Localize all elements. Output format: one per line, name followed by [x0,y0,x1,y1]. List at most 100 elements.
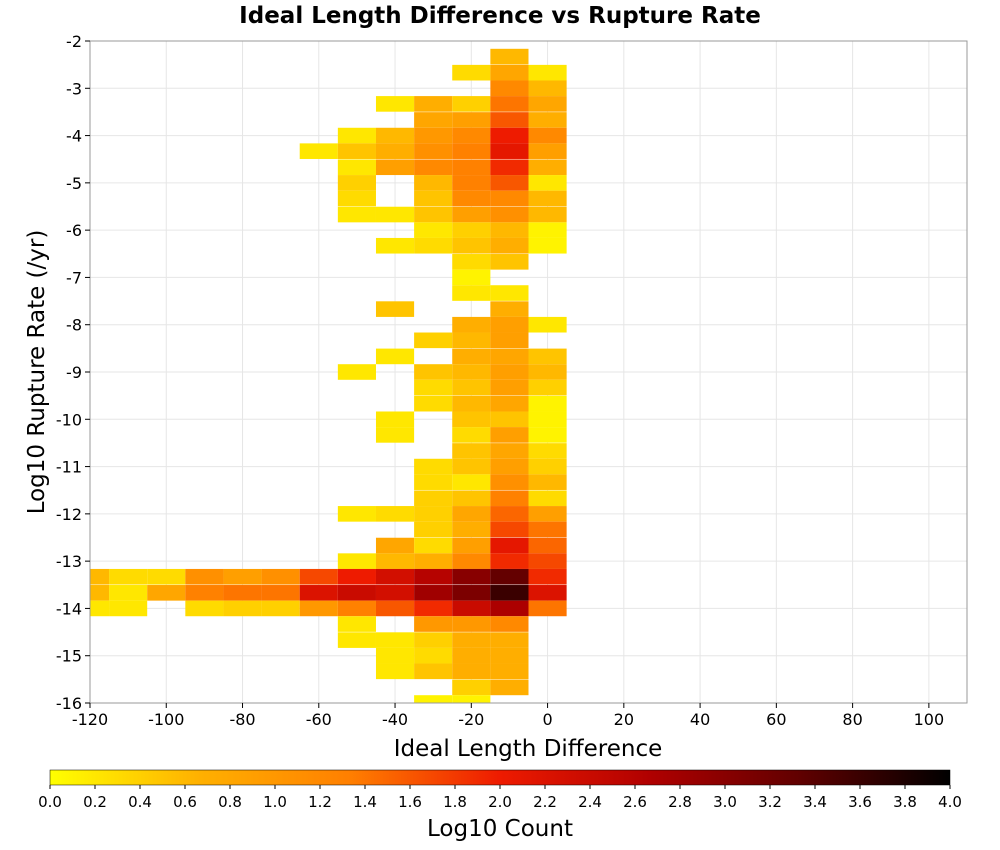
heatmap-cell [375,237,415,254]
heatmap-cell [90,568,110,585]
x-tick-label: 80 [842,710,862,729]
x-tick-label: 20 [614,710,634,729]
heatmap-cell [414,222,453,238]
heatmap-cell [452,364,491,380]
heatmap-cell [528,506,567,522]
heatmap-cell [299,143,338,159]
heatmap-cell [528,127,567,144]
x-tick-label: -120 [72,710,108,729]
colorbar-tick-label: 3.4 [803,793,827,811]
heatmap-cell [375,632,415,648]
heatmap-cell [375,506,415,522]
heatmap-cell [375,600,415,617]
heatmap-cell [490,48,529,65]
colorbar-tick-label: 2.0 [488,793,512,811]
heatmap-cell [452,411,491,428]
heatmap-cell [528,143,567,159]
heatmap-cell [490,127,529,144]
colorbar-tick-label: 1.8 [443,793,467,811]
colorbar-ticks: 0.0 0.2 0.4 0.6 0.8 1.0 1.2 1.4 1.6 1.8 2.0 2.2 2.4 2… [38,785,962,811]
heatmap-cell [490,679,529,696]
heatmap-cell [528,537,567,554]
y-tick-label: -15 [56,647,82,666]
colorbar-label: Log10 Count [427,816,573,842]
x-tick-label: -100 [148,710,184,729]
heatmap-cell [528,96,567,112]
heatmap-cell [528,427,567,443]
heatmap-cell [452,679,491,696]
heatmap-cell [375,206,415,223]
heatmap-cell [375,96,415,112]
colorbar-tick-label: 3.0 [713,793,737,811]
heatmap-cell [414,632,453,648]
heatmap-cell [528,474,567,490]
heatmap-cell [452,585,491,601]
heatmap-cell [375,411,415,428]
heatmap-cell [452,254,491,270]
heatmap-cell [528,348,567,365]
heatmap-cell [528,175,567,191]
heatmap-cell [452,222,491,238]
heatmap-cell [490,237,529,254]
heatmap-cell [490,568,529,585]
heatmap-cell [414,474,453,490]
y-tick-label: -14 [56,599,82,618]
heatmap-cells [90,48,567,703]
colorbar-tick-label: 1.2 [308,793,332,811]
colorbar-tick-label: 2.8 [668,793,692,811]
heatmap-cell [490,632,529,648]
heatmap-cell [452,695,491,703]
heatmap-cell [414,112,453,128]
heatmap-cell [490,64,529,81]
heatmap-cell [490,585,529,601]
heatmap-cell [490,616,529,632]
colorbar-tick-label: 0.6 [173,793,197,811]
heatmap-cell [490,159,529,176]
heatmap-cell [490,96,529,112]
heatmap-cell [490,285,529,301]
heatmap-cell [490,190,529,207]
colorbar-tick-label: 0.2 [83,793,107,811]
heatmap-cell [337,632,376,648]
heatmap-cell [414,506,453,522]
heatmap-cell [490,395,529,412]
heatmap-cell [528,80,567,97]
heatmap-cell [490,254,529,270]
heatmap-cell [414,521,453,538]
heatmap-cell [414,458,453,475]
y-tick-label: -7 [66,268,82,287]
colorbar-tick-label: 0.8 [218,793,242,811]
heatmap-cell [452,332,491,349]
heatmap-cell [414,568,453,585]
heatmap-cell [490,521,529,538]
colorbar-tick-label: 4.0 [938,793,962,811]
heatmap-cell [452,127,491,144]
heatmap-cell [528,112,567,128]
heatmap-cell [528,490,567,507]
y-tick-label: -9 [66,363,82,382]
heatmap-cell [528,64,567,81]
heatmap-cell [490,222,529,238]
heatmap-cell [414,663,453,680]
heatmap-cell [528,553,567,569]
colorbar-tick-label: 0.4 [128,793,152,811]
heatmap-cell [337,159,376,176]
heatmap-cell [490,175,529,191]
heatmap-cell [375,663,415,680]
x-axis-ticks: -120 -100 -80 -60 -40 -20 0 20 40 60 80 100 [72,703,944,729]
heatmap-cell [337,553,376,569]
colorbar-tick-label: 3.8 [893,793,917,811]
heatmap-cell [375,301,415,317]
heatmap-cell [147,568,186,585]
heatmap-cell [299,568,338,585]
x-tick-label: 40 [690,710,710,729]
heatmap-cell [90,585,110,601]
heatmap-cell [452,316,491,333]
heatmap-cell [375,647,415,664]
heatmap-cell [452,490,491,507]
heatmap-cell [490,364,529,380]
heatmap-cell [414,206,453,223]
heatmap-cell [490,537,529,554]
heatmap-cell [528,364,567,380]
